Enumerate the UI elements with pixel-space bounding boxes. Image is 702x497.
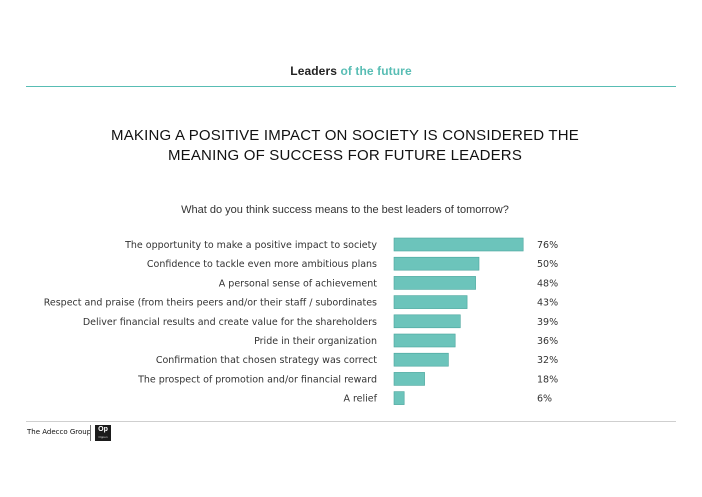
bar-category-label: A personal sense of achievement bbox=[219, 278, 378, 289]
bar-value-label: 48% bbox=[537, 278, 558, 289]
brand-name: The Adecco Group bbox=[27, 428, 92, 436]
bar-value-label: 32% bbox=[537, 355, 558, 366]
bar-value-label: 43% bbox=[537, 298, 558, 309]
op-logo-icon: Op Oppon bbox=[95, 425, 111, 441]
headline: MAKING A POSITIVE IMPACT ON SOCIETY IS C… bbox=[0, 126, 690, 166]
chart-rows: The opportunity to make a positive impac… bbox=[44, 237, 558, 405]
op-logo-text: Op bbox=[98, 426, 108, 433]
bar-category-label: Respect and praise (from theirs peers an… bbox=[44, 298, 377, 309]
headline-line-1: MAKING A POSITIVE IMPACT ON SOCIETY IS C… bbox=[111, 127, 579, 144]
bar bbox=[393, 314, 461, 329]
header-title: Leaders bbox=[290, 64, 337, 78]
success-meaning-bar-chart: The opportunity to make a positive impac… bbox=[44, 237, 558, 405]
bar-category-label: A relief bbox=[343, 394, 377, 405]
bar-value-label: 39% bbox=[537, 317, 558, 328]
bar-category-label: Deliver financial results and create val… bbox=[83, 317, 377, 328]
bar-category-label: Confidence to tackle even more ambitious… bbox=[147, 259, 377, 270]
bar-value-label: 6% bbox=[537, 394, 552, 405]
bar bbox=[393, 352, 449, 367]
bar bbox=[393, 295, 468, 309]
page-header: Leaders of the future bbox=[0, 64, 702, 78]
bar-category-label: Pride in their organization bbox=[254, 336, 377, 347]
header-subtitle: of the future bbox=[340, 64, 412, 78]
bar bbox=[393, 276, 476, 290]
footer-divider bbox=[26, 421, 676, 422]
brand-separator bbox=[90, 425, 91, 441]
bar bbox=[393, 237, 524, 252]
bar-category-label: Confirmation that chosen strategy was co… bbox=[156, 355, 377, 366]
op-logo-subtext: Oppon bbox=[98, 435, 108, 439]
bar bbox=[393, 391, 405, 405]
bar-value-label: 50% bbox=[537, 259, 558, 270]
header-divider bbox=[26, 86, 676, 87]
headline-line-2: MEANING OF SUCCESS FOR FUTURE LEADERS bbox=[167, 147, 523, 164]
bar-value-label: 18% bbox=[537, 374, 558, 385]
bar bbox=[393, 372, 425, 386]
bar-category-label: The prospect of promotion and/or financi… bbox=[137, 374, 377, 385]
bar-value-label: 36% bbox=[537, 336, 558, 347]
bar-value-label: 76% bbox=[537, 240, 558, 251]
bar bbox=[393, 333, 456, 348]
bar bbox=[393, 256, 480, 271]
survey-question: What do you think success means to the b… bbox=[181, 204, 509, 216]
bar-category-label: The opportunity to make a positive impac… bbox=[124, 240, 377, 251]
